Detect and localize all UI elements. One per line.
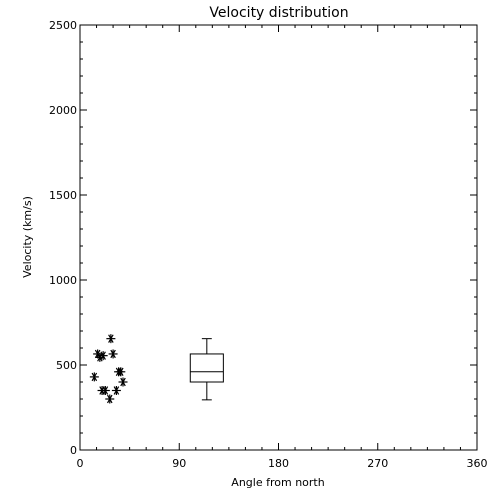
y-tick-label: 2500: [49, 19, 77, 32]
data-point: [98, 351, 108, 361]
data-point: [100, 386, 110, 395]
axis-ticks: [79, 24, 478, 451]
x-tick-label: 0: [77, 457, 84, 470]
chart-title: Velocity distribution: [209, 5, 348, 21]
data-point: [111, 386, 121, 395]
data-point: [105, 394, 115, 404]
boxplot: [189, 338, 224, 401]
box-iqr: [189, 353, 224, 383]
y-tick-label: 1000: [49, 274, 77, 287]
x-tick-label: 360: [467, 457, 488, 470]
y-tick-label: 1500: [49, 189, 77, 202]
tick-labels: 0 90 180 270 360 0 500 1000 1500 2000 2500: [49, 19, 488, 470]
y-tick-label: 2000: [49, 104, 77, 117]
data-point: [89, 372, 99, 382]
data-point: [95, 352, 105, 362]
x-tick-label: 90: [172, 457, 186, 470]
y-axis-label: Velocity (km/s): [21, 196, 34, 278]
data-point: [118, 377, 128, 387]
x-tick-label: 180: [268, 457, 289, 470]
data-point: [116, 367, 126, 377]
data-point: [106, 334, 116, 344]
x-axis-label: Angle from north: [231, 476, 324, 489]
data-points: [89, 334, 128, 404]
y-tick-label: 0: [70, 444, 77, 457]
x-tick-label: 270: [367, 457, 388, 470]
data-point: [108, 349, 118, 359]
y-tick-label: 500: [56, 359, 77, 372]
plot-frame: [79, 24, 478, 451]
